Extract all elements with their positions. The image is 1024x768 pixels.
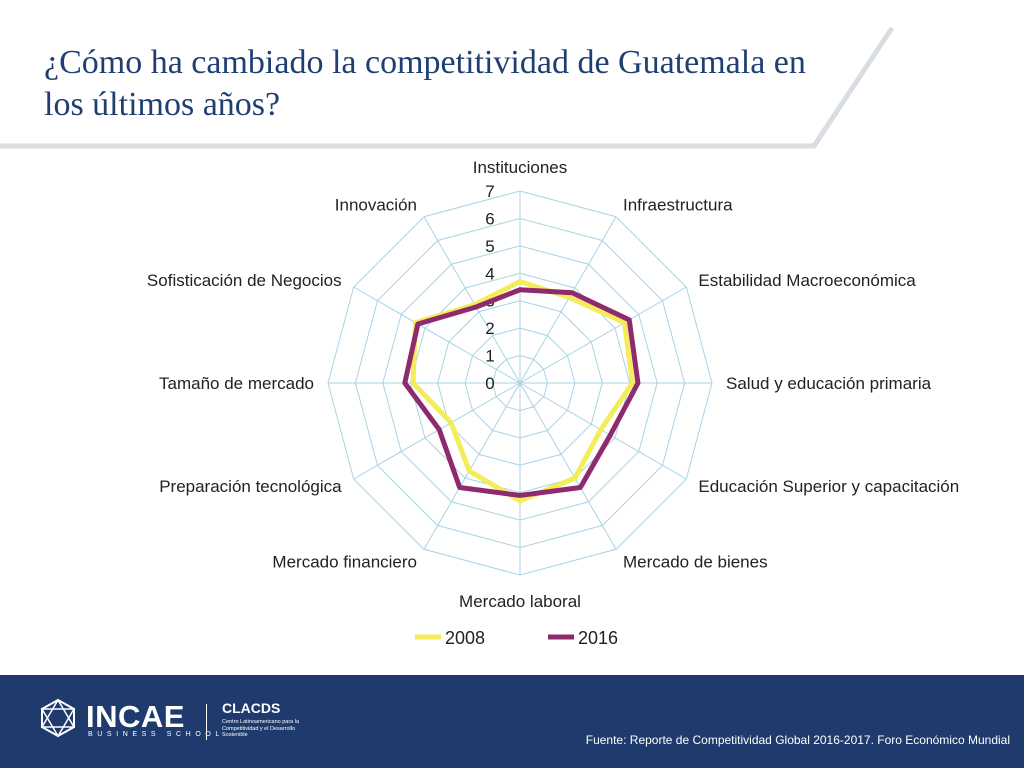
clacds-logo-subtext: Centro Latinoamericano para la Competiti… bbox=[222, 719, 300, 738]
radial-tick-label: 2 bbox=[485, 319, 494, 338]
category-label: Sofisticación de Negocios bbox=[147, 271, 342, 290]
incae-logo-icon bbox=[40, 698, 76, 738]
radial-tick-label: 4 bbox=[485, 264, 494, 283]
radar-chart: 01234567InstitucionesInfraestructuraEsta… bbox=[147, 158, 959, 648]
radar-spoke bbox=[519, 216, 617, 384]
category-label: Tamaño de mercado bbox=[159, 374, 314, 393]
radar-spoke bbox=[519, 382, 687, 480]
category-label: Innovación bbox=[335, 196, 417, 215]
radial-tick-label: 0 bbox=[485, 374, 494, 393]
legend-label-2016: 2016 bbox=[578, 628, 618, 648]
category-label: Educación Superior y capacitación bbox=[698, 477, 959, 496]
radar-spoke bbox=[519, 286, 687, 384]
title-band bbox=[0, 0, 895, 149]
category-label: Estabilidad Macroeconómica bbox=[698, 271, 916, 290]
category-label: Preparación tecnológica bbox=[159, 477, 342, 496]
incae-logo-text: INCAE bbox=[86, 699, 185, 734]
category-label: Infraestructura bbox=[623, 196, 733, 215]
series-line-2008 bbox=[410, 279, 635, 504]
page-title: ¿Cómo ha cambiado la competitividad de G… bbox=[44, 44, 806, 123]
radar-spoke bbox=[353, 286, 521, 384]
incae-logo-subtext: BUSINESS SCHOOL bbox=[88, 731, 224, 738]
radial-tick-label: 6 bbox=[485, 209, 494, 228]
radar-spoke bbox=[353, 382, 521, 480]
radial-tick-label: 1 bbox=[485, 347, 494, 366]
series-line-2016 bbox=[402, 287, 641, 498]
radar-spoke bbox=[423, 382, 521, 550]
category-label: Mercado laboral bbox=[459, 592, 581, 611]
footer-bar bbox=[0, 675, 1024, 768]
radial-tick-label: 5 bbox=[485, 237, 494, 256]
source-note: Fuente: Reporte de Competitividad Global… bbox=[585, 733, 1010, 747]
legend-label-2008: 2008 bbox=[445, 628, 485, 648]
category-label: Instituciones bbox=[473, 158, 568, 177]
category-label: Mercado financiero bbox=[272, 552, 417, 571]
radial-tick-label: 7 bbox=[485, 182, 494, 201]
category-label: Salud y educación primaria bbox=[726, 374, 932, 393]
footer-divider bbox=[206, 704, 207, 740]
radar-spoke bbox=[519, 382, 617, 550]
clacds-logo-text: CLACDS bbox=[222, 700, 281, 716]
category-label: Mercado de bienes bbox=[623, 552, 768, 571]
radar-spoke bbox=[423, 216, 521, 384]
